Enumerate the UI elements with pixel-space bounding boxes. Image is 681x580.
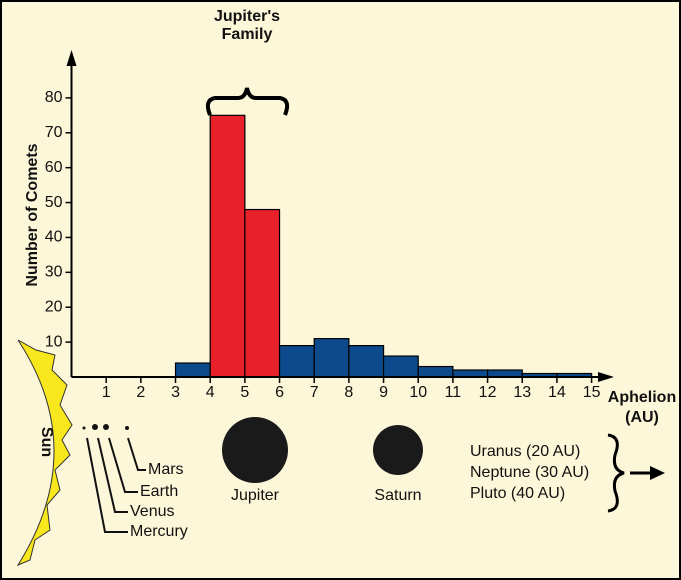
pointers bbox=[86, 437, 146, 533]
mercury bbox=[82, 426, 86, 430]
saturn bbox=[373, 425, 423, 475]
x-axis-arrow bbox=[598, 372, 614, 382]
x-tick-label: 7 bbox=[310, 384, 319, 401]
chart-title: Family bbox=[222, 26, 273, 43]
bar bbox=[348, 345, 385, 378]
sun-label: Sun bbox=[38, 427, 55, 457]
bar bbox=[382, 355, 419, 378]
venus-label: Venus bbox=[130, 503, 174, 520]
y-tick-label: 10 bbox=[45, 333, 63, 350]
x-tick-label: 15 bbox=[583, 384, 601, 401]
mars bbox=[125, 426, 129, 430]
brace bbox=[607, 433, 625, 513]
x-tick-label: 8 bbox=[344, 384, 353, 401]
mercury-label: Mercury bbox=[130, 523, 188, 540]
y-tick-label: 20 bbox=[45, 298, 63, 315]
x-tick-label: 3 bbox=[171, 384, 180, 401]
earth bbox=[103, 424, 109, 430]
x-axis-label: Aphelion bbox=[608, 389, 676, 406]
x-tick-label: 1 bbox=[102, 384, 111, 401]
bar bbox=[209, 114, 246, 378]
y-tick-label: 40 bbox=[45, 229, 63, 246]
outer-planet-label: Neptune (30 AU) bbox=[470, 464, 589, 481]
earth-label: Earth bbox=[140, 483, 178, 500]
y-tick-label: 80 bbox=[45, 89, 63, 106]
arrow-head bbox=[650, 466, 665, 480]
y-axis-arrow bbox=[66, 50, 77, 66]
x-tick-label: 10 bbox=[409, 384, 427, 401]
x-tick-label: 4 bbox=[206, 384, 215, 401]
outer-planet-label: Uranus (20 AU) bbox=[470, 443, 580, 460]
x-tick-label: 6 bbox=[275, 384, 284, 401]
bar bbox=[417, 365, 454, 378]
sun bbox=[16, 339, 73, 567]
x-tick-label: 13 bbox=[513, 384, 531, 401]
saturn-label: Saturn bbox=[374, 487, 421, 504]
x-tick-label: 14 bbox=[548, 384, 566, 401]
y-tick-label: 70 bbox=[45, 124, 63, 141]
mars-label: Mars bbox=[148, 461, 184, 478]
y-axis-label: Number of Comets bbox=[24, 143, 41, 286]
x-tick-label: 11 bbox=[445, 384, 462, 401]
bar bbox=[313, 338, 350, 378]
jupiter-label: Jupiter bbox=[231, 487, 280, 504]
bar bbox=[174, 362, 211, 378]
venus bbox=[92, 424, 98, 430]
x-tick-label: 12 bbox=[479, 384, 497, 401]
x-tick-label: 2 bbox=[136, 384, 145, 401]
chart-title: Jupiter's bbox=[214, 8, 280, 25]
inner-planets bbox=[82, 424, 129, 430]
bar bbox=[486, 369, 523, 378]
bar bbox=[278, 345, 315, 378]
y-tick-label: 60 bbox=[45, 159, 63, 176]
jupiter bbox=[222, 417, 288, 483]
y-tick-label: 50 bbox=[45, 194, 63, 211]
x-axis-label: (AU) bbox=[625, 409, 659, 426]
brace bbox=[205, 87, 290, 116]
bar bbox=[452, 369, 489, 378]
bar bbox=[244, 208, 281, 378]
x-tick-label: 9 bbox=[379, 384, 388, 401]
y-tick-label: 30 bbox=[45, 264, 63, 281]
x-tick-label: 5 bbox=[240, 384, 249, 401]
outer-planet-label: Pluto (40 AU) bbox=[470, 485, 565, 502]
